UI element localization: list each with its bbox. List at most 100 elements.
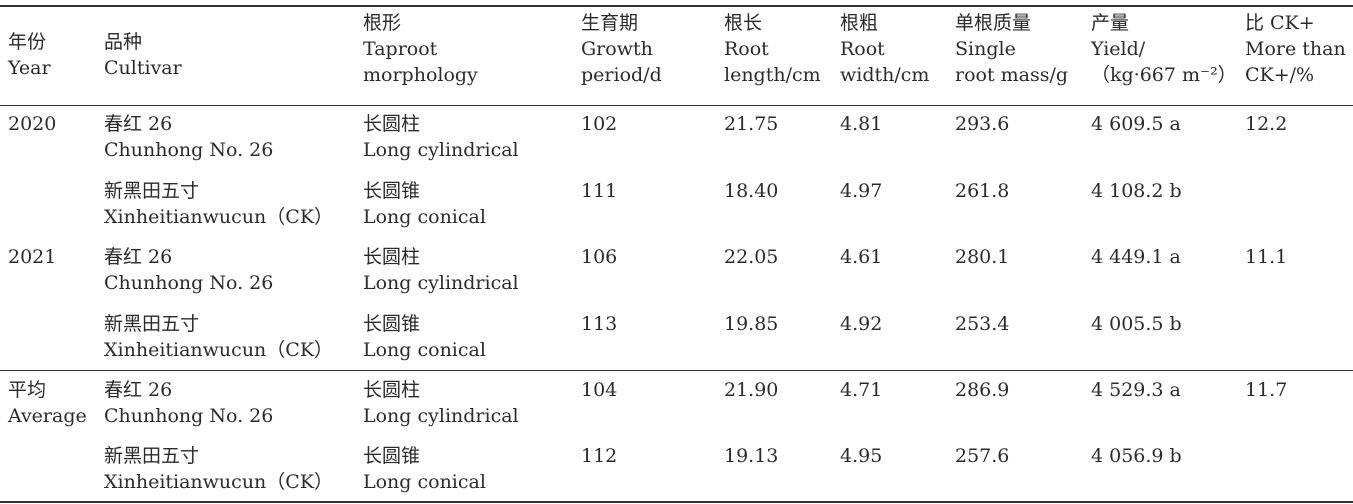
- cell-morph-line: 长圆柱: [363, 379, 421, 401]
- cell-mass: 293.6: [955, 113, 1010, 135]
- cell-morph: 长圆柱 Long cylindrical: [363, 111, 519, 163]
- cell-mass: 257.6: [955, 445, 1010, 467]
- cell-morph-line: 长圆柱: [363, 246, 421, 268]
- cell-cultivar-line: 春红 26: [104, 113, 173, 135]
- header-rule: [0, 105, 1353, 106]
- header-mass: 单根质量 Single root mass/g: [955, 10, 1068, 88]
- header-yield-line: （kg·667 m⁻²）: [1091, 64, 1237, 86]
- header-yield-line: 产量: [1091, 12, 1130, 34]
- cell-year-line: 2020: [8, 113, 57, 135]
- cell-yield: 4 108.2 b: [1091, 180, 1182, 202]
- header-length-line: Root: [724, 38, 769, 60]
- header-width-line: Root: [840, 38, 885, 60]
- cell-yield: 4 609.5 a: [1091, 113, 1181, 135]
- cell-cultivar: 新黑田五寸 Xinheitianwucun（CK）: [104, 178, 333, 230]
- header-cultivar: 品种 Cultivar: [104, 29, 182, 81]
- cell-morph: 长圆锥 Long conical: [363, 178, 486, 230]
- header-mass-line: 单根质量: [955, 12, 1032, 34]
- cell-cultivar-line: 春红 26: [104, 246, 173, 268]
- cell-cultivar-line: 新黑田五寸: [104, 313, 200, 335]
- header-year-line: 年份: [8, 31, 47, 53]
- header-more: 比 CK+ More than CK+/%: [1245, 10, 1346, 88]
- cell-growth: 111: [581, 180, 618, 202]
- header-yield: 产量 Yield/ （kg·667 m⁻²）: [1091, 10, 1237, 88]
- cell-year: 2021: [8, 244, 56, 270]
- cell-morph: 长圆柱 Long cylindrical: [363, 377, 519, 429]
- cell-morph-line: 长圆锥: [363, 445, 421, 467]
- header-mass-line: root mass/g: [955, 64, 1069, 86]
- cell-yield: 4 005.5 b: [1091, 313, 1182, 335]
- cell-yield: 4 056.9 b: [1091, 445, 1182, 467]
- header-morph-line: morphology: [363, 64, 478, 86]
- cell-cultivar: 春红 26 Chunhong No. 26: [104, 377, 273, 429]
- header-morph-line: Taproot: [363, 38, 438, 60]
- cell-width: 4.92: [840, 313, 883, 335]
- cell-morph: 长圆锥 Long conical: [363, 443, 486, 495]
- cell-length: 22.05: [724, 246, 779, 268]
- cell-morph-line: 长圆锥: [363, 180, 421, 202]
- cell-more: 11.7: [1245, 379, 1288, 401]
- cell-morph-line: Long conical: [363, 471, 486, 493]
- header-length-line: 根长: [724, 12, 763, 34]
- cell-growth: 112: [581, 445, 618, 467]
- cell-width: 4.71: [840, 379, 883, 401]
- cell-cultivar: 春红 26 Chunhong No. 26: [104, 244, 273, 296]
- header-morph-line: 根形: [363, 12, 402, 34]
- bottom-rule: [0, 501, 1353, 503]
- header-yield-line: Yield/: [1091, 38, 1146, 60]
- cell-morph: 长圆柱 Long cylindrical: [363, 244, 519, 296]
- cell-year: 平均 Average: [8, 377, 87, 429]
- header-width: 根粗 Root width/cm: [840, 10, 929, 88]
- cell-cultivar-line: Chunhong No. 26: [104, 272, 274, 294]
- cell-width: 4.61: [840, 246, 883, 268]
- cell-cultivar-line: 春红 26: [104, 379, 173, 401]
- cell-width: 4.81: [840, 113, 883, 135]
- cell-growth: 104: [581, 379, 618, 401]
- cell-growth: 106: [581, 246, 618, 268]
- cell-yield: 4 449.1 a: [1091, 246, 1181, 268]
- cell-morph: 长圆锥 Long conical: [363, 311, 486, 363]
- cell-morph-line: 长圆锥: [363, 313, 421, 335]
- cell-length: 21.75: [724, 113, 779, 135]
- cell-cultivar-line: Chunhong No. 26: [104, 139, 274, 161]
- header-year: 年份 Year: [8, 29, 51, 81]
- average-rule: [0, 370, 1353, 371]
- cell-year: 2020: [8, 111, 56, 137]
- cell-cultivar: 新黑田五寸 Xinheitianwucun（CK）: [104, 311, 333, 363]
- cell-year-line: 2021: [8, 246, 57, 268]
- cell-cultivar-line: Chunhong No. 26: [104, 405, 274, 427]
- cell-cultivar-line: Xinheitianwucun（CK）: [104, 206, 334, 228]
- cell-morph-line: Long cylindrical: [363, 272, 519, 294]
- cell-cultivar: 春红 26 Chunhong No. 26: [104, 111, 273, 163]
- cell-mass: 280.1: [955, 246, 1010, 268]
- cell-mass: 286.9: [955, 379, 1010, 401]
- cell-width: 4.95: [840, 445, 883, 467]
- cell-morph-line: Long conical: [363, 206, 486, 228]
- cell-cultivar-line: 新黑田五寸: [104, 180, 200, 202]
- header-more-line: CK+/%: [1245, 64, 1315, 86]
- cell-yield: 4 529.3 a: [1091, 379, 1181, 401]
- header-growth-line: Growth: [581, 38, 653, 60]
- cell-length: 19.85: [724, 313, 779, 335]
- top-rule: [0, 5, 1353, 7]
- cell-cultivar-line: Xinheitianwucun（CK）: [104, 339, 334, 361]
- header-mass-line: Single: [955, 38, 1016, 60]
- cell-length: 21.90: [724, 379, 779, 401]
- header-width-line: width/cm: [840, 64, 930, 86]
- header-growth-line: 生育期: [581, 12, 639, 34]
- cell-year-line: Average: [8, 405, 87, 427]
- header-growth: 生育期 Growth period/d: [581, 10, 662, 88]
- header-year-line: Year: [8, 57, 51, 79]
- header-more-line: 比 CK+: [1245, 12, 1315, 34]
- cell-morph-line: Long cylindrical: [363, 405, 519, 427]
- cell-width: 4.97: [840, 180, 883, 202]
- header-width-line: 根粗: [840, 12, 879, 34]
- cell-morph-line: Long conical: [363, 339, 486, 361]
- cell-growth: 102: [581, 113, 618, 135]
- header-cultivar-line: 品种: [104, 31, 143, 53]
- cell-more: 12.2: [1245, 113, 1288, 135]
- cell-morph-line: Long cylindrical: [363, 139, 519, 161]
- header-morph: 根形 Taproot morphology: [363, 10, 478, 88]
- header-more-line: More than: [1245, 38, 1346, 60]
